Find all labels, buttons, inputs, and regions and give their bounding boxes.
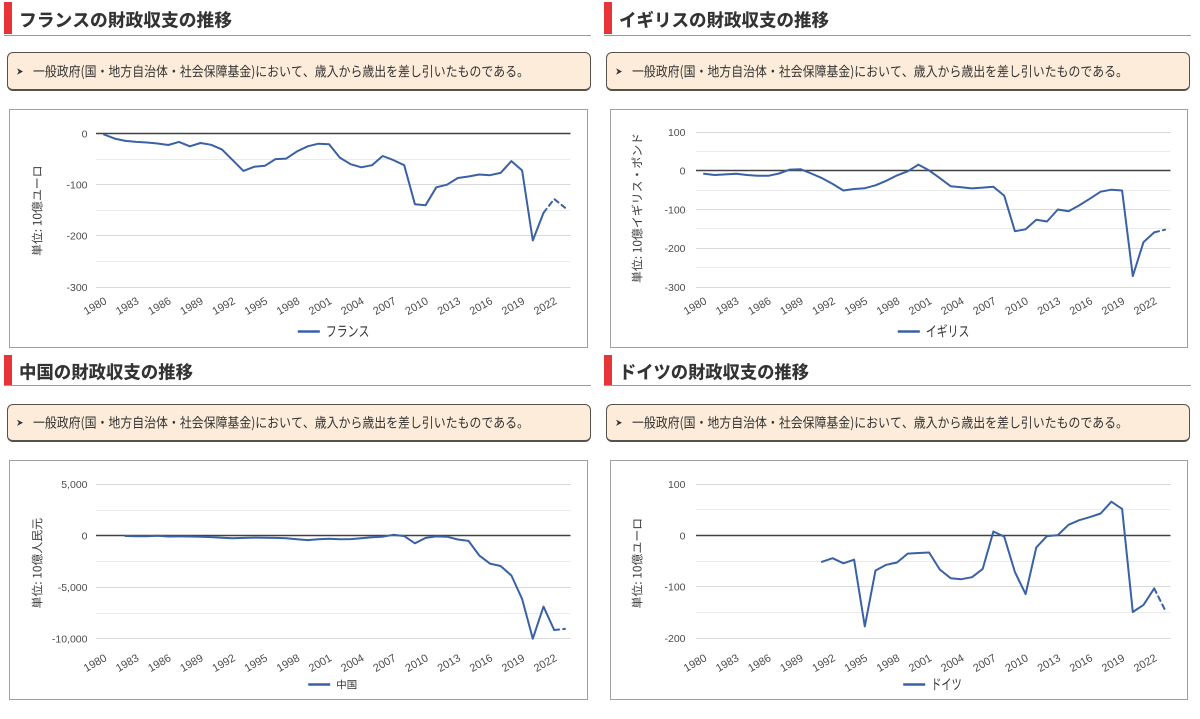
svg-text:0: 0 — [680, 166, 686, 178]
svg-text:1983: 1983 — [114, 295, 141, 318]
svg-text:-100: -100 — [66, 180, 87, 192]
svg-text:2007: 2007 — [971, 295, 998, 318]
svg-text:-300: -300 — [664, 282, 685, 294]
svg-text:100: 100 — [668, 127, 686, 139]
svg-text:2007: 2007 — [971, 652, 998, 675]
svg-text:1998: 1998 — [875, 652, 902, 675]
svg-text:1995: 1995 — [843, 652, 870, 675]
svg-text:2001: 2001 — [307, 652, 334, 675]
svg-text:1980: 1980 — [82, 295, 109, 318]
svg-text:2007: 2007 — [371, 652, 398, 675]
svg-text:2013: 2013 — [436, 295, 463, 318]
svg-text:1989: 1989 — [178, 652, 205, 675]
svg-text:2022: 2022 — [1132, 652, 1159, 675]
svg-text:1992: 1992 — [810, 652, 837, 675]
svg-text:2013: 2013 — [436, 652, 463, 675]
svg-text:2004: 2004 — [939, 295, 966, 318]
svg-text:1995: 1995 — [243, 652, 270, 675]
svg-text:1980: 1980 — [82, 652, 109, 675]
svg-text:2016: 2016 — [468, 652, 495, 675]
svg-text:-200: -200 — [664, 243, 685, 255]
svg-text:2019: 2019 — [500, 295, 527, 318]
svg-text:2019: 2019 — [500, 652, 527, 675]
svg-text:-10,000: -10,000 — [52, 634, 88, 646]
svg-text:0: 0 — [680, 530, 686, 542]
svg-text:-100: -100 — [664, 204, 685, 216]
svg-text:2013: 2013 — [1036, 652, 1063, 675]
svg-text:1986: 1986 — [746, 295, 773, 318]
svg-text:0: 0 — [82, 128, 88, 140]
svg-text:1998: 1998 — [275, 295, 302, 318]
svg-text:2022: 2022 — [532, 295, 559, 318]
svg-text:2004: 2004 — [339, 295, 366, 318]
svg-text:2016: 2016 — [1068, 295, 1095, 318]
svg-text:2013: 2013 — [1036, 295, 1063, 318]
svg-text:-200: -200 — [664, 633, 685, 645]
svg-text:-5,000: -5,000 — [58, 582, 88, 594]
svg-text:2010: 2010 — [403, 295, 430, 318]
svg-text:1983: 1983 — [714, 652, 741, 675]
svg-text:2001: 2001 — [907, 652, 934, 675]
svg-text:2004: 2004 — [339, 652, 366, 675]
svg-text:0: 0 — [82, 531, 88, 543]
svg-text:1998: 1998 — [875, 295, 902, 318]
svg-text:2016: 2016 — [468, 295, 495, 318]
svg-text:-300: -300 — [66, 282, 87, 294]
svg-text:1986: 1986 — [146, 295, 173, 318]
svg-text:5,000: 5,000 — [61, 479, 87, 491]
svg-text:1995: 1995 — [843, 295, 870, 318]
svg-text:1998: 1998 — [275, 652, 302, 675]
svg-text:1989: 1989 — [778, 295, 805, 318]
svg-text:1992: 1992 — [810, 295, 837, 318]
svg-text:1983: 1983 — [114, 652, 141, 675]
svg-text:100: 100 — [668, 479, 686, 491]
svg-text:1980: 1980 — [682, 295, 709, 318]
svg-text:2022: 2022 — [532, 652, 559, 675]
svg-text:1986: 1986 — [146, 652, 173, 675]
svg-text:2001: 2001 — [907, 295, 934, 318]
svg-text:2007: 2007 — [371, 295, 398, 318]
svg-text:1986: 1986 — [746, 652, 773, 675]
svg-text:1989: 1989 — [778, 652, 805, 675]
svg-text:1983: 1983 — [714, 295, 741, 318]
svg-text:2019: 2019 — [1100, 295, 1127, 318]
svg-text:2022: 2022 — [1132, 295, 1159, 318]
svg-text:1992: 1992 — [210, 295, 237, 318]
svg-text:1989: 1989 — [178, 295, 205, 318]
svg-text:2019: 2019 — [1100, 652, 1127, 675]
svg-text:1980: 1980 — [682, 652, 709, 675]
svg-text:2010: 2010 — [1003, 295, 1030, 318]
svg-text:2010: 2010 — [403, 652, 430, 675]
svg-text:2010: 2010 — [1003, 652, 1030, 675]
svg-text:2004: 2004 — [939, 652, 966, 675]
svg-text:1995: 1995 — [243, 295, 270, 318]
svg-text:2016: 2016 — [1068, 652, 1095, 675]
svg-text:-200: -200 — [66, 231, 87, 243]
svg-text:-100: -100 — [664, 582, 685, 594]
svg-text:1992: 1992 — [210, 652, 237, 675]
svg-text:2001: 2001 — [307, 295, 334, 318]
